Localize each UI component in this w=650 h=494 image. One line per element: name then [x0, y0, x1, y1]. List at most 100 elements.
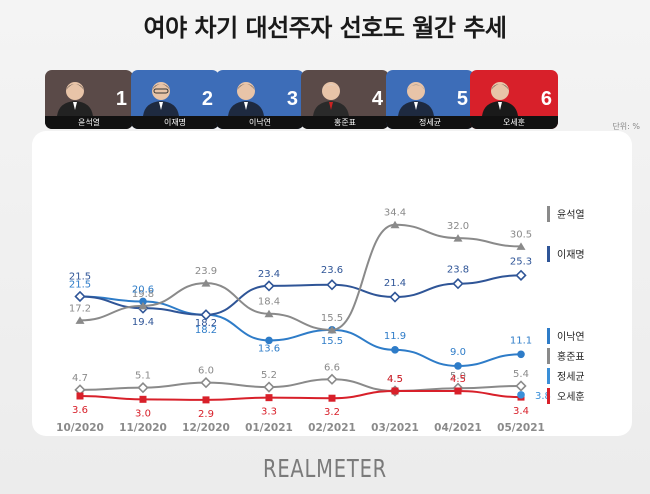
data-point-이재명-4: [326, 279, 338, 291]
data-point-이재명-6: [452, 278, 464, 290]
candidate-rank: 1: [115, 88, 127, 110]
data-point-오세훈-2: [202, 396, 210, 404]
series-line-이재명: [79, 274, 522, 316]
data-label-홍준표-1: 5.1: [135, 371, 151, 382]
data-point-이재명-3: [263, 280, 275, 292]
legend-label-윤석열: 윤석열: [557, 209, 585, 221]
data-label-이재명-4: 23.6: [321, 265, 343, 276]
candidate-card-3: 3 이낙연: [216, 70, 304, 129]
data-label-이재명-6: 23.8: [447, 265, 469, 276]
candidate-rank: 5: [456, 88, 468, 110]
chart-title: 여야 차기 대선주자 선호도 월간 추세: [143, 14, 507, 42]
x-tick-label: 11/2020: [119, 422, 167, 434]
candidate-cards: 1 윤석열 2 이재명 3 이낙연 4 홍준표 5 정세균 6 오세훈: [0, 70, 650, 130]
series-line-홍준표: [79, 378, 522, 392]
data-point-홍준표-1: [137, 382, 149, 394]
data-label-이낙연-6: 9.0: [450, 347, 466, 358]
data-label-이재명-1: 19.4: [132, 317, 154, 328]
data-point-오세훈-0: [76, 392, 84, 400]
data-point-윤석열-5: [390, 220, 400, 229]
candidate-card-4: 4 홍준표: [301, 70, 389, 129]
legend-swatch-이낙연: [547, 328, 550, 344]
data-point-이낙연-3: [265, 336, 273, 345]
candidate-photo: [228, 82, 264, 116]
x-tick-label: 10/2020: [56, 422, 104, 434]
data-point-오세훈-1: [139, 395, 147, 403]
data-point-홍준표-3: [263, 381, 275, 393]
data-point-정세균-7: [517, 391, 525, 399]
data-point-이낙연-7: [517, 350, 525, 359]
candidate-name: 오세훈: [470, 116, 558, 129]
legend-label-오세훈: 오세훈: [557, 390, 585, 403]
data-label-이낙연-2: 18.2: [195, 325, 217, 336]
candidate-card-5: 5 정세균: [386, 70, 474, 129]
data-label-오세훈-3: 3.3: [261, 407, 277, 418]
candidate-name: 이재명: [131, 116, 219, 129]
data-label-윤석열-6: 32.0: [447, 221, 469, 232]
series-line-이낙연: [79, 295, 522, 367]
x-tick-label: 05/2021: [497, 422, 545, 434]
data-label-이재명-7: 25.3: [510, 256, 532, 267]
candidate-photo: [482, 82, 518, 116]
legend-swatch-홍준표: [547, 348, 550, 364]
data-point-윤석열-1: [138, 301, 148, 310]
data-point-오세훈-6: [454, 387, 462, 395]
data-point-홍준표-7: [515, 380, 527, 392]
data-point-오세훈-5: [391, 387, 399, 395]
legend-swatch-정세균: [547, 368, 550, 384]
legend-label-이재명: 이재명: [557, 249, 585, 261]
x-tick-label: 12/2020: [182, 422, 230, 434]
data-label-이낙연-7: 11.1: [510, 335, 532, 346]
candidate-name: 윤석열: [45, 116, 133, 129]
data-label-이낙연-0: 21.5: [69, 279, 91, 290]
candidate-rank: 2: [201, 88, 213, 110]
data-label-이재명-2: 18.2: [195, 318, 217, 329]
data-label-윤석열-3: 18.4: [258, 297, 280, 308]
data-point-윤석열-7: [516, 242, 526, 250]
data-point-윤석열-3: [264, 309, 274, 318]
data-point-윤석열-0: [75, 316, 85, 324]
data-label-오세훈-5: 4.5: [387, 374, 403, 385]
data-label-오세훈-6: 4.5: [450, 374, 466, 385]
candidate-rank: 3: [286, 88, 298, 110]
data-point-홍준표-4: [326, 373, 338, 385]
data-label-윤석열-5: 34.4: [384, 208, 406, 219]
x-tick-label: 02/2021: [308, 422, 356, 434]
data-point-이재명-2: [200, 309, 212, 321]
candidate-card-1: 1 윤석열: [45, 70, 133, 129]
data-label-오세훈-4: 3.2: [324, 407, 340, 418]
candidate-name: 이낙연: [216, 116, 304, 129]
line-chart: 17.2 19.8 23.9 18.4 15.5 34.4 32.0 30.5 21.5 19.4…: [56, 206, 585, 434]
legend-label-홍준표: 홍준표: [557, 350, 585, 363]
data-label-홍준표-7: 5.4: [513, 369, 529, 380]
data-point-이낙연-1: [139, 297, 147, 306]
data-label-이낙연-3: 13.6: [258, 343, 280, 354]
candidate-photo: [143, 82, 179, 116]
candidate-photo: [313, 82, 349, 116]
data-label-윤석열-0: 17.2: [69, 303, 91, 314]
data-point-오세훈-4: [328, 394, 336, 402]
data-label-이낙연-1: 20.6: [132, 284, 154, 295]
legend-swatch-오세훈: [547, 388, 550, 404]
candidate-rank: 6: [540, 88, 552, 110]
data-label-이낙연-5: 11.9: [384, 331, 406, 342]
chart-panel: 17.2 19.8 23.9 18.4 15.5 34.4 32.0 30.5 21.5 19.4…: [32, 131, 632, 436]
series-line-오세훈: [79, 389, 522, 401]
data-label-오세훈-2: 2.9: [198, 409, 214, 420]
series-line-윤석열: [79, 223, 522, 331]
data-point-윤석열-4: [327, 325, 337, 334]
legend-label-정세균: 정세균: [557, 371, 585, 383]
legend-swatch-이재명: [547, 246, 550, 262]
candidate-card-6: 6 오세훈: [470, 70, 558, 129]
data-point-홍준표-2: [200, 377, 212, 389]
candidate-card-2: 2 이재명: [131, 70, 219, 129]
data-label-오세훈-1: 3.0: [135, 408, 151, 419]
data-label-이재명-3: 23.4: [258, 269, 280, 280]
candidate-name: 홍준표: [301, 116, 389, 129]
brand-logo: REALMETER: [262, 454, 388, 483]
data-label-홍준표-5: 4.5: [387, 374, 403, 385]
x-tick-label: 01/2021: [245, 422, 293, 434]
data-label-이재명-5: 21.4: [384, 278, 406, 289]
data-point-오세훈-3: [265, 394, 273, 402]
data-label-오세훈-0: 3.6: [72, 405, 88, 416]
